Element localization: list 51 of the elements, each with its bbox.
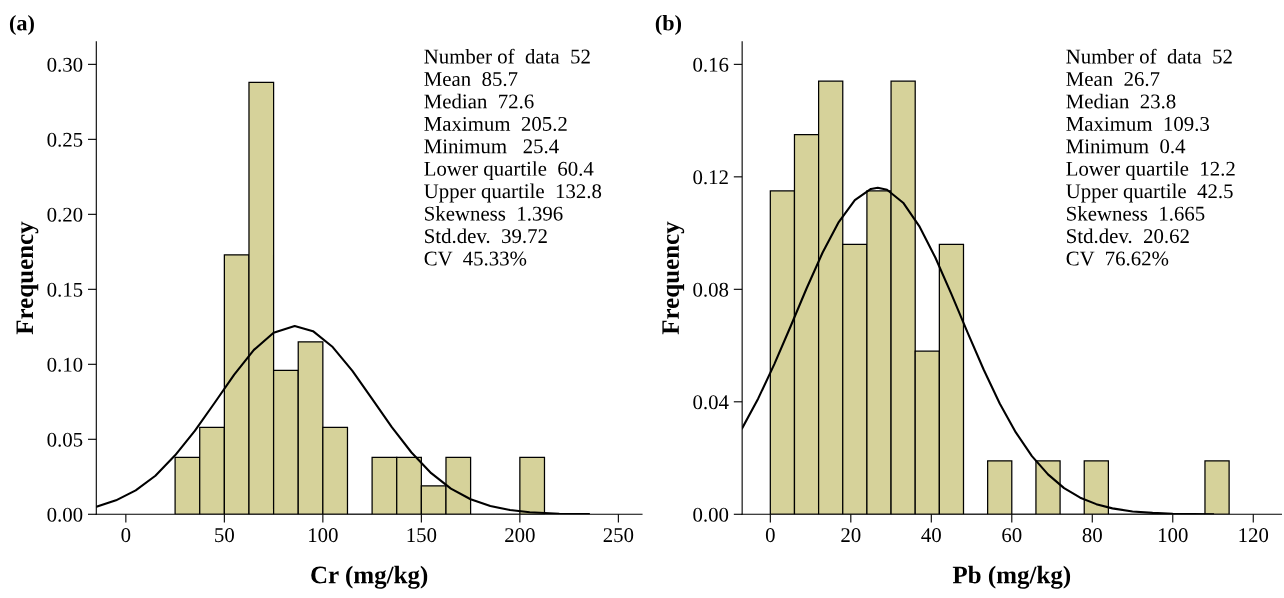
x-tick-label: 120 (1239, 528, 1269, 543)
y-tick-label: 0.00 (47, 507, 83, 522)
y-tick-label: 0.08 (693, 282, 729, 297)
chart-title: (b) (655, 14, 682, 36)
annotation: Upper quartile 42.5 (1066, 183, 1233, 203)
y-tick-label: 0.30 (47, 57, 83, 72)
y-tick-label: 0.25 (47, 132, 83, 147)
x-tick-label: 80 (1082, 528, 1102, 543)
x-tick-label: 100 (1158, 528, 1188, 543)
y-tick-label: 0.20 (47, 207, 83, 222)
y-tick-label: 0.16 (693, 57, 729, 72)
annotation: CV 45.33% (424, 251, 527, 266)
x-tick-label: 150 (407, 528, 437, 543)
annotation: Lower quartile 12.2 (1066, 161, 1235, 181)
annotation: Median 72.6 (424, 93, 534, 109)
annotation: Minimum 25.4 (424, 139, 559, 154)
annotation: Maximum 109.3 (1066, 116, 1209, 132)
annotation: Std.dev. 20.62 (1067, 228, 1189, 244)
annotation: Maximum 205.2 (424, 116, 567, 132)
x-tick-label: 0 (121, 528, 131, 543)
y-axis-title: Frequency (16, 221, 39, 335)
annotation: Skewness 1.665 (1067, 206, 1205, 221)
y-tick-label: 0.00 (693, 507, 729, 522)
annotation: Median 23.8 (1066, 93, 1176, 109)
annotation: CV 76.62% (1066, 251, 1169, 266)
annotation: Number of data 52 (1066, 48, 1232, 64)
x-tick-label: 250 (603, 528, 634, 543)
x-tick-label: 100 (309, 528, 338, 543)
x-axis-title: Pb (mg/kg) (952, 565, 1071, 589)
y-tick-label: 0.05 (47, 432, 83, 447)
annotation: Upper quartile 132.8 (424, 183, 602, 203)
annotation: Lower quartile 60.4 (424, 161, 594, 181)
y-tick-label: 0.15 (47, 282, 83, 297)
x-tick-label: 0 (765, 528, 775, 543)
x-tick-label: 50 (215, 528, 234, 543)
y-axis-title: Frequency (662, 221, 685, 335)
y-tick-label: 0.10 (47, 357, 83, 372)
x-tick-label: 60 (1002, 528, 1022, 543)
x-tick-label: 200 (505, 528, 535, 543)
annotation: Skewness 1.396 (425, 206, 563, 221)
x-axis-title: Cr (mg/kg) (311, 565, 428, 589)
chart-title: (a) (9, 14, 34, 36)
annotation: Number of data 52 (424, 48, 590, 64)
y-tick-label: 0.04 (693, 395, 729, 410)
annotation: Std.dev. 39.72 (425, 228, 547, 244)
x-tick-label: 20 (841, 528, 861, 543)
annotation: Mean 85.7 (424, 71, 518, 87)
annotation: Mean 26.7 (1066, 72, 1160, 87)
annotation: Minimum 0.4 (1066, 139, 1186, 154)
y-tick-label: 0.12 (693, 170, 728, 185)
x-tick-label: 40 (921, 528, 941, 543)
